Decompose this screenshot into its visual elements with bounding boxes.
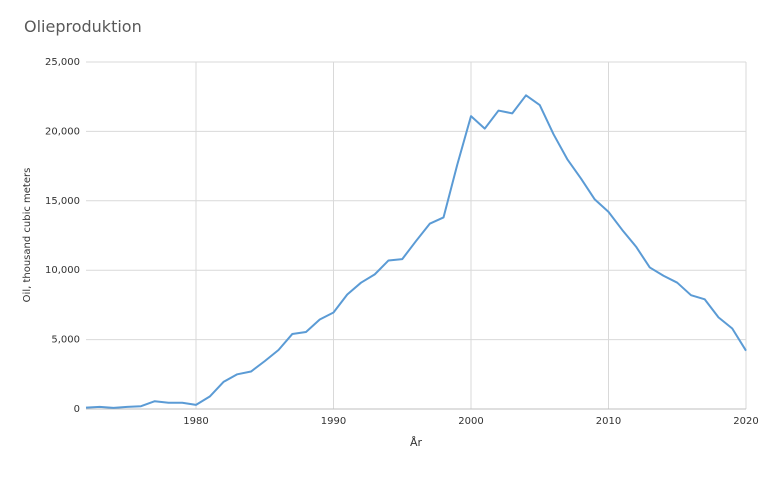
x-tick-label: 2000 [458, 416, 483, 427]
x-tick-label: 1990 [321, 416, 346, 427]
plot [85, 94, 747, 409]
x-tick-label: 1980 [183, 416, 208, 427]
x-tick-label: 2020 [733, 416, 758, 427]
y-axis-label: Oil, thousand cubic meters [22, 168, 33, 303]
y-tick-label: 0 [74, 404, 80, 415]
y-tick-label: 5,000 [51, 335, 80, 346]
data-line [85, 94, 747, 409]
x-axis-label: År [410, 436, 423, 449]
x-tick-label: 2010 [596, 416, 621, 427]
chart-title: Olieproduktion [24, 17, 142, 36]
y-tick-label: 15,000 [45, 196, 80, 207]
grid: 0 5,000 10,000 15,000 20,000 25,000 1980 1990 20… [45, 57, 759, 427]
y-tick-label: 25,000 [45, 57, 80, 68]
y-tick-label: 10,000 [45, 265, 80, 276]
y-tick-label: 20,000 [45, 126, 80, 137]
